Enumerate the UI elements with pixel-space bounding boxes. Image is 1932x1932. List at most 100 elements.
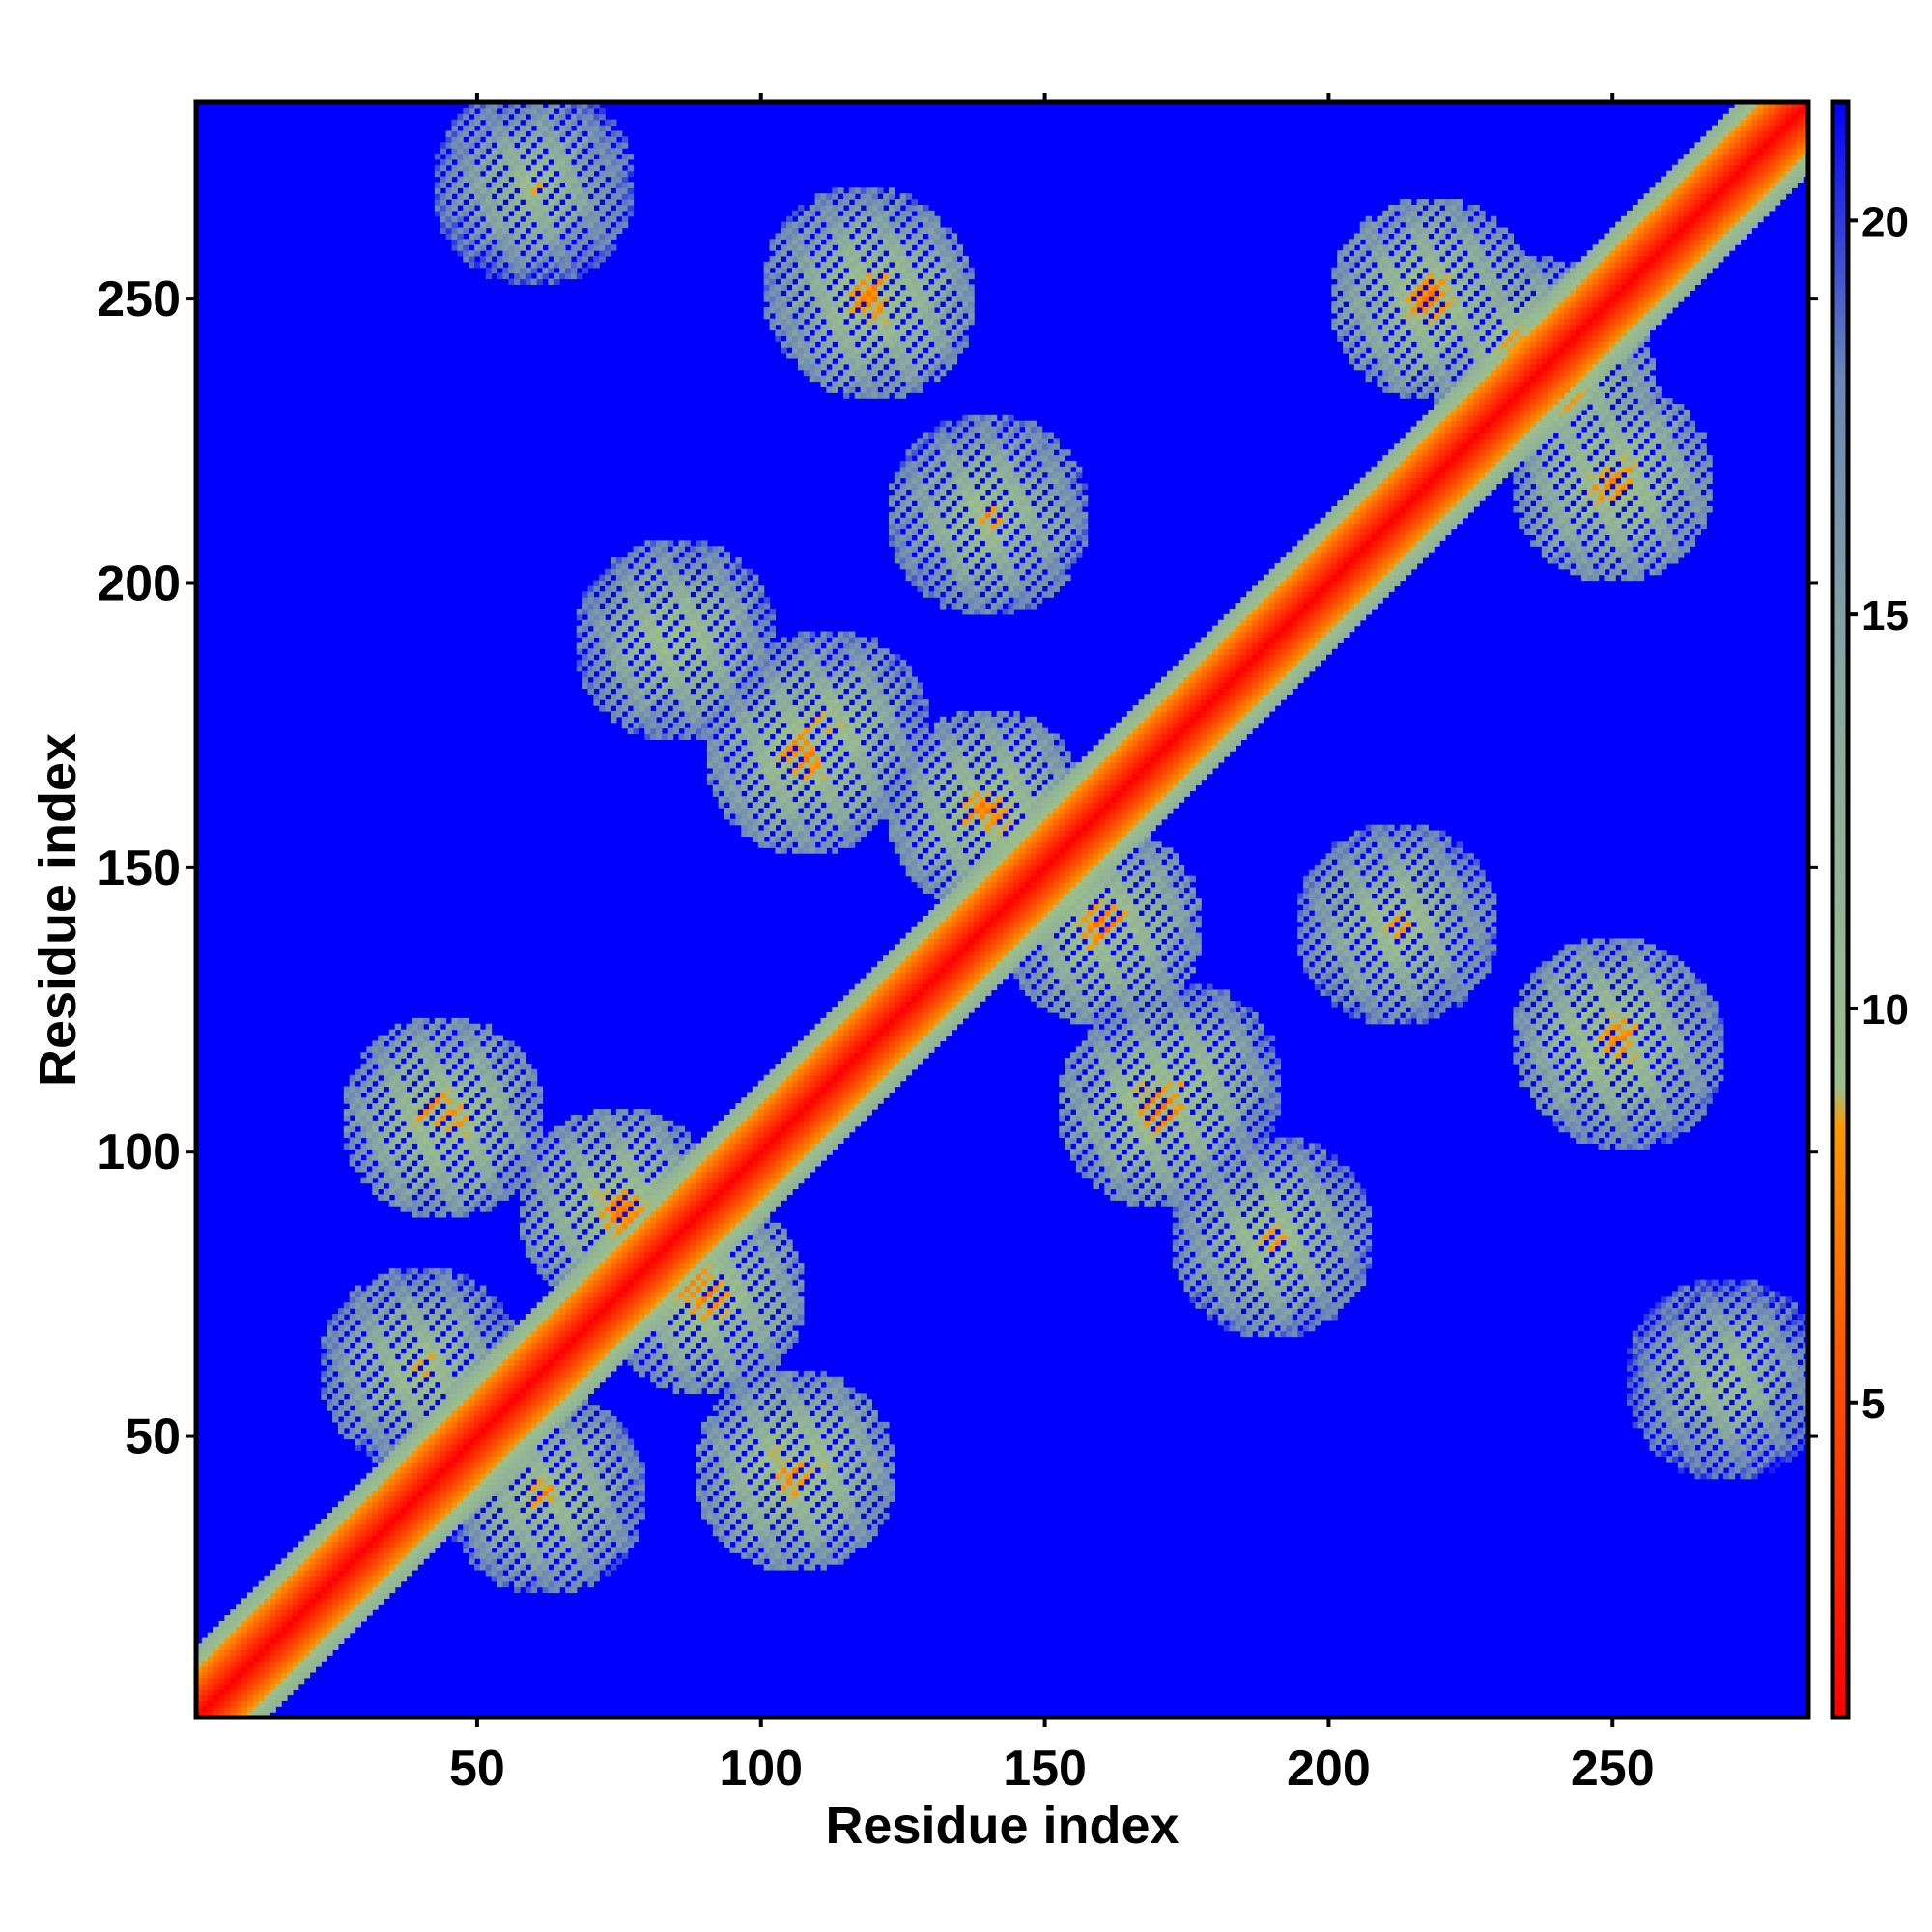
heatmap-cell — [417, 1416, 423, 1422]
heatmap-cell — [401, 1274, 407, 1280]
heatmap-cell — [469, 1507, 474, 1513]
heatmap-cell — [463, 1097, 469, 1103]
heatmap-cell — [622, 222, 628, 228]
heatmap-cell — [406, 1564, 412, 1570]
heatmap-cell — [384, 1058, 389, 1064]
heatmap-cell — [531, 1552, 537, 1558]
heatmap-cell — [514, 273, 520, 279]
heatmap-cell — [395, 1422, 401, 1428]
heatmap-cell — [542, 1416, 548, 1422]
heatmap-cell — [593, 694, 599, 699]
heatmap-cell — [480, 1109, 486, 1115]
heatmap-cell — [355, 1501, 361, 1507]
heatmap-cell — [634, 1501, 639, 1507]
heatmap-cell — [287, 1576, 293, 1581]
heatmap-cell — [457, 1377, 463, 1382]
heatmap-cell — [571, 1194, 577, 1200]
heatmap-cell — [429, 1143, 435, 1149]
heatmap-cell — [463, 1121, 469, 1126]
heatmap-cell — [446, 1439, 452, 1445]
heatmap-cell — [593, 1183, 599, 1189]
heatmap-cell — [355, 1541, 361, 1547]
heatmap-cell — [565, 1479, 571, 1485]
heatmap-cell — [480, 1160, 486, 1166]
heatmap-cell — [588, 1331, 594, 1337]
heatmap-cell — [469, 177, 474, 183]
heatmap-cell — [389, 1188, 395, 1194]
heatmap-cell — [417, 1547, 423, 1552]
heatmap-cell — [469, 1058, 474, 1064]
heatmap-cell — [469, 1172, 474, 1178]
heatmap-cell — [332, 1552, 338, 1558]
heatmap-cell — [463, 244, 469, 250]
heatmap-cell — [497, 1410, 502, 1416]
heatmap-cell — [588, 591, 594, 597]
heatmap-cell — [355, 1325, 361, 1331]
heatmap-cell — [571, 1439, 577, 1445]
heatmap-cell — [401, 1291, 407, 1296]
heatmap-cell — [395, 1536, 401, 1542]
heatmap-cell — [577, 632, 582, 638]
heatmap-cell — [537, 1092, 543, 1097]
heatmap-cell — [463, 1416, 469, 1422]
heatmap-cell — [577, 114, 582, 120]
heatmap-cell — [474, 1314, 480, 1320]
heatmap-cell — [520, 239, 526, 244]
heatmap-cell — [321, 1615, 327, 1621]
heatmap-cell — [537, 1359, 543, 1365]
heatmap-cell — [497, 1434, 502, 1439]
heatmap-cell — [554, 211, 559, 216]
heatmap-cell — [486, 1410, 492, 1416]
heatmap-cell — [435, 1348, 440, 1353]
heatmap-cell — [599, 1143, 605, 1149]
heatmap-cell — [463, 1439, 469, 1445]
heatmap-cell — [298, 1655, 304, 1661]
heatmap-cell — [502, 1428, 508, 1434]
heatmap-cell — [406, 1081, 412, 1087]
heatmap-cell — [520, 1377, 526, 1382]
heatmap-cell — [469, 1558, 474, 1564]
heatmap-cell — [582, 1302, 588, 1308]
heatmap-cell — [492, 1092, 497, 1097]
heatmap-cell — [350, 1609, 355, 1615]
heatmap-cell — [287, 1621, 293, 1627]
heatmap-cell — [514, 1473, 520, 1479]
heatmap-cell — [537, 1552, 543, 1558]
heatmap-cell — [502, 1115, 508, 1121]
heatmap-cell — [423, 1115, 429, 1121]
heatmap-cell — [554, 1353, 559, 1359]
heatmap-cell — [451, 1075, 457, 1081]
heatmap-cell — [582, 597, 588, 603]
heatmap-cell — [628, 1257, 634, 1263]
heatmap-cell — [486, 222, 492, 228]
heatmap-cell — [565, 199, 571, 205]
heatmap-cell — [384, 1178, 389, 1183]
heatmap-cell — [401, 1166, 407, 1172]
heatmap-cell — [446, 1371, 452, 1377]
heatmap-cell — [474, 1371, 480, 1377]
heatmap-cell — [577, 211, 582, 216]
heatmap-cell — [395, 1410, 401, 1416]
heatmap-cell — [270, 1592, 275, 1598]
heatmap-cell — [497, 256, 502, 262]
heatmap-cell — [395, 1325, 401, 1331]
heatmap-cell — [559, 187, 565, 193]
heatmap-cell — [565, 1473, 571, 1479]
heatmap-cell — [497, 1132, 502, 1138]
heatmap-cell — [332, 1331, 338, 1337]
heatmap-cell — [492, 120, 497, 126]
heatmap-cell — [401, 1558, 407, 1564]
heatmap-cell — [508, 1126, 514, 1132]
heatmap-cell — [417, 1371, 423, 1377]
heatmap-cell — [588, 216, 594, 222]
heatmap-cell — [605, 1172, 611, 1178]
heatmap-cell — [577, 148, 582, 154]
heatmap-cell — [389, 1399, 395, 1405]
heatmap-cell — [338, 1353, 344, 1359]
heatmap-cell — [577, 609, 582, 614]
heatmap-cell — [599, 159, 605, 165]
heatmap-cell — [577, 1377, 582, 1382]
heatmap-cell — [440, 177, 446, 183]
heatmap-cell — [514, 130, 520, 136]
heatmap-cell — [406, 1172, 412, 1178]
